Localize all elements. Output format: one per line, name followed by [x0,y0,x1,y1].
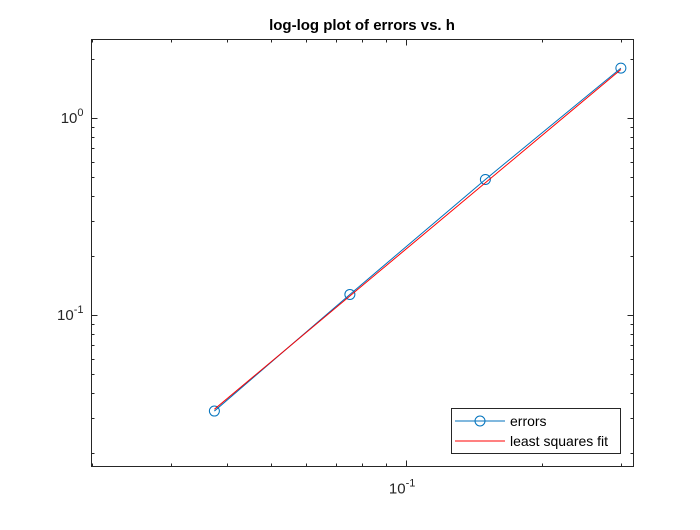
series-line-1 [214,69,622,410]
data-point [208,405,220,417]
y-tick-label: 10-1 [57,304,83,324]
x-tick-label: 10-1 [389,478,415,498]
major-ticks [91,39,634,467]
series-layer [208,62,627,417]
legend-label-errors: errors [510,413,547,429]
data-point [344,288,356,300]
plot-frame [91,39,634,467]
plot-area [91,39,634,467]
legend: errors least squares fit [451,408,621,454]
data-point [479,173,491,185]
legend-marker-errors [474,415,486,427]
data-point [615,62,627,74]
y-tick-label: 100 [61,107,84,127]
legend-label-fit: least squares fit [510,433,608,449]
tick-labels: 10-1 10-1 100 [57,107,415,498]
chart-title: log-log plot of errors vs. h [269,17,455,34]
